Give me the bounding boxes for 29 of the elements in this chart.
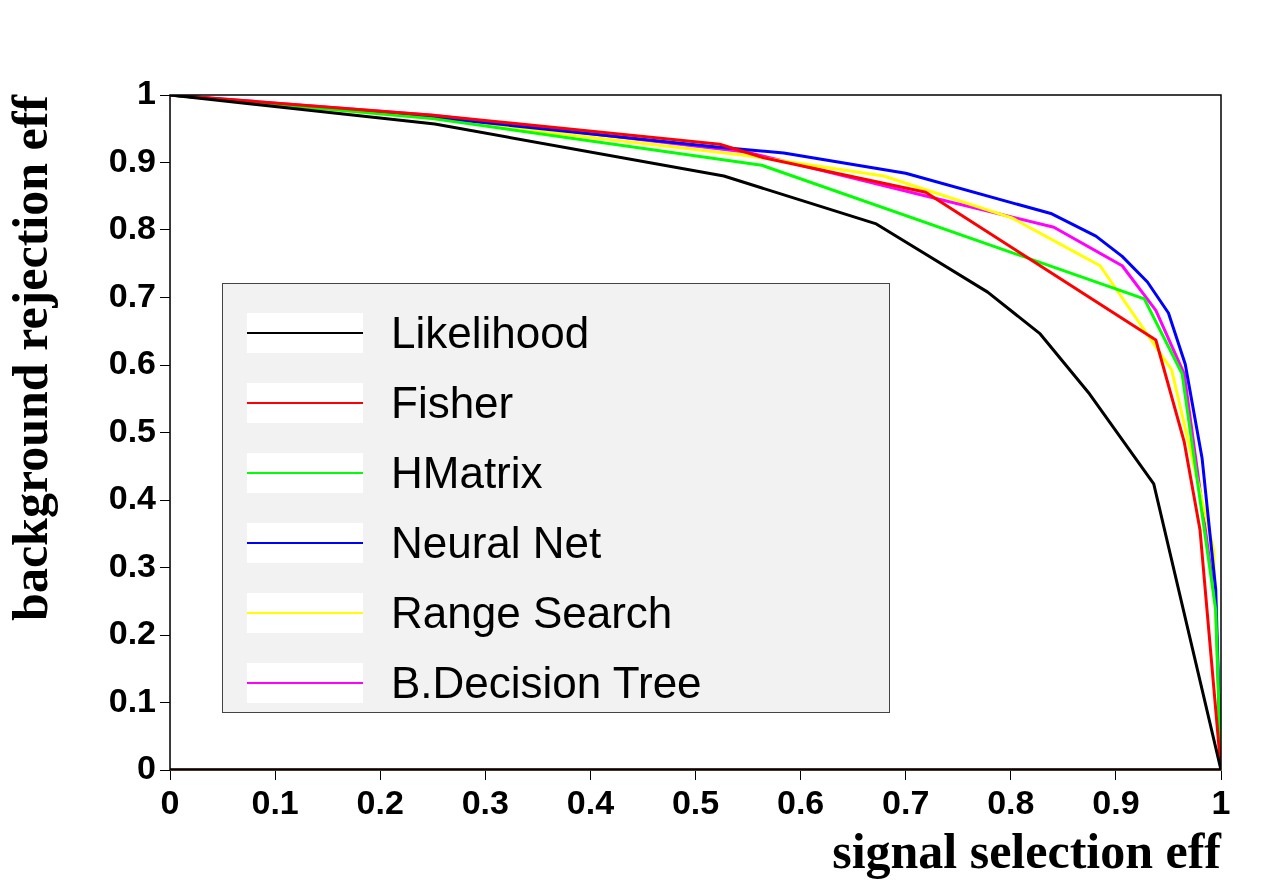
- x-tick-label: 0.4: [566, 782, 615, 821]
- y-tick-label: 0.1: [108, 680, 156, 719]
- x-tick-label: 0.9: [1092, 782, 1140, 821]
- y-tick-label: 0.5: [108, 410, 156, 449]
- x-tick-label: 0.3: [461, 782, 509, 821]
- x-tick-label: 0.6: [776, 782, 825, 821]
- y-tick-label: 0.9: [108, 140, 156, 179]
- x-tick-label: 0.8: [987, 782, 1035, 821]
- legend-label: Fisher: [391, 378, 514, 428]
- y-tick-label: 0.2: [108, 613, 156, 652]
- y-tick-label: 0.3: [108, 545, 156, 584]
- legend-label: B.Decision Tree: [391, 658, 702, 708]
- y-tick-label: 1: [137, 73, 156, 112]
- legend-label: Likelihood: [391, 308, 590, 358]
- x-axis-title: signal selection eff: [832, 822, 1223, 879]
- legend-label: HMatrix: [391, 448, 543, 498]
- y-tick-label: 0.4: [108, 478, 157, 517]
- x-tick-label: 0.2: [356, 782, 404, 821]
- x-tick-label: 0.7: [882, 782, 930, 821]
- y-axis-title: background rejection eff: [1, 93, 58, 621]
- y-tick-label: 0.8: [108, 208, 156, 247]
- y-tick-label: 0: [137, 748, 156, 787]
- legend-label: Neural Net: [391, 518, 602, 568]
- legend-label: Range Search: [391, 588, 673, 638]
- x-tick-label: 0.5: [671, 782, 720, 821]
- y-tick-label: 0.7: [108, 275, 156, 314]
- y-tick-label: 0.6: [108, 343, 156, 382]
- x-tick-label: 1: [1211, 782, 1231, 821]
- x-tick-label: 0.1: [251, 782, 299, 821]
